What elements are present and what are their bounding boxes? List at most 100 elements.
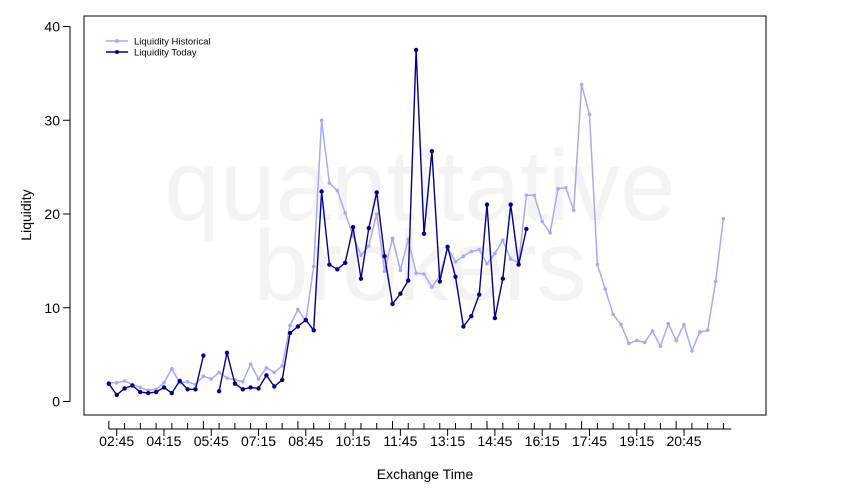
x-tick-label: 11:45: [383, 433, 417, 449]
x-tick-label: 13:15: [430, 433, 465, 449]
data-point: [540, 219, 544, 224]
data-point: [579, 82, 584, 87]
data-point: [288, 323, 292, 328]
data-point: [303, 317, 308, 323]
data-point: [335, 267, 340, 272]
data-point: [658, 344, 663, 349]
data-point: [461, 324, 466, 329]
data-point: [185, 387, 190, 392]
x-tick-label: 07:15: [241, 433, 276, 449]
y-tick-label: 20: [44, 206, 60, 222]
x-axis-label: Exchange Time: [377, 466, 474, 482]
data-point: [469, 249, 474, 254]
data-point: [429, 149, 435, 154]
data-point: [469, 314, 474, 319]
data-point: [248, 385, 253, 390]
data-point: [713, 279, 718, 284]
data-point: [217, 370, 221, 375]
x-axis: 02:45 04:15 05:45 07:15 08:45 10:15 11:45 13:15…: [99, 421, 732, 449]
x-tick-label: 17:45: [572, 433, 607, 449]
data-point: [603, 287, 607, 291]
data-point: [264, 366, 269, 370]
data-point: [138, 389, 143, 395]
data-point: [177, 378, 182, 384]
data-point: [674, 338, 678, 343]
data-point: [485, 261, 489, 266]
data-point: [170, 366, 174, 371]
data-point: [296, 307, 300, 312]
data-point: [358, 276, 364, 281]
data-point: [595, 262, 600, 267]
data-point: [138, 385, 143, 390]
plot-frame: [83, 15, 767, 416]
data-point: [532, 193, 537, 198]
y-tick-label: 30: [44, 112, 60, 128]
data-point: [335, 188, 340, 193]
data-point: [216, 389, 222, 394]
data-point: [280, 364, 285, 368]
data-point: [587, 112, 592, 117]
data-point: [319, 118, 324, 123]
y-tick-label: 0: [52, 394, 60, 410]
x-tick-label: 08:45: [288, 433, 323, 449]
y-axis-label: Liquidity: [18, 189, 34, 240]
legend-label: Liquidity Historical: [134, 37, 211, 48]
legend-swatch-point: [115, 50, 119, 54]
data-point: [524, 193, 529, 198]
x-tick-label: 10:15: [336, 433, 371, 449]
data-point: [398, 291, 403, 296]
data-point: [382, 269, 387, 274]
data-point: [264, 373, 269, 378]
data-point: [453, 274, 458, 279]
watermark: quantitative brokers: [164, 130, 675, 322]
data-point: [122, 386, 127, 391]
data-point: [382, 254, 387, 259]
data-point: [161, 385, 167, 390]
data-point: [430, 285, 434, 289]
data-point: [114, 381, 119, 385]
data-point: [343, 260, 348, 265]
data-point: [500, 276, 505, 281]
data-point: [611, 312, 615, 317]
data-point: [185, 380, 190, 384]
data-point: [193, 387, 198, 392]
data-point: [571, 208, 576, 213]
data-point: [122, 379, 127, 383]
data-point: [130, 383, 135, 388]
data-point: [414, 271, 418, 275]
data-point: [153, 389, 159, 395]
data-point: [114, 392, 119, 398]
data-point: [493, 251, 497, 256]
data-point: [453, 260, 458, 264]
data-point: [421, 231, 427, 236]
data-point: [619, 322, 623, 327]
series-layer: [106, 47, 726, 398]
data-point: [272, 384, 277, 389]
data-point: [311, 328, 316, 333]
data-point: [627, 341, 631, 346]
watermark-line-2: brokers: [253, 210, 586, 322]
data-point: [374, 212, 379, 216]
data-point: [461, 254, 466, 258]
data-point: [201, 353, 206, 358]
data-point: [367, 244, 371, 248]
data-point: [437, 279, 442, 284]
data-point: [682, 322, 686, 327]
data-point: [241, 380, 245, 384]
y-axis: 0 10 20 30 40: [44, 19, 71, 410]
data-point: [256, 377, 261, 381]
data-point: [642, 340, 647, 345]
data-point: [209, 377, 213, 381]
data-point: [690, 349, 694, 353]
legend-label: Liquidity Today: [134, 48, 197, 59]
legend-swatch-point: [115, 39, 119, 43]
data-point: [232, 381, 238, 386]
data-point: [366, 225, 371, 231]
data-point: [169, 390, 174, 396]
y-tick-label: 40: [44, 19, 60, 35]
data-point: [508, 257, 513, 261]
series-liquidity-today: [106, 47, 529, 398]
data-point: [516, 262, 521, 267]
data-point: [350, 224, 356, 230]
